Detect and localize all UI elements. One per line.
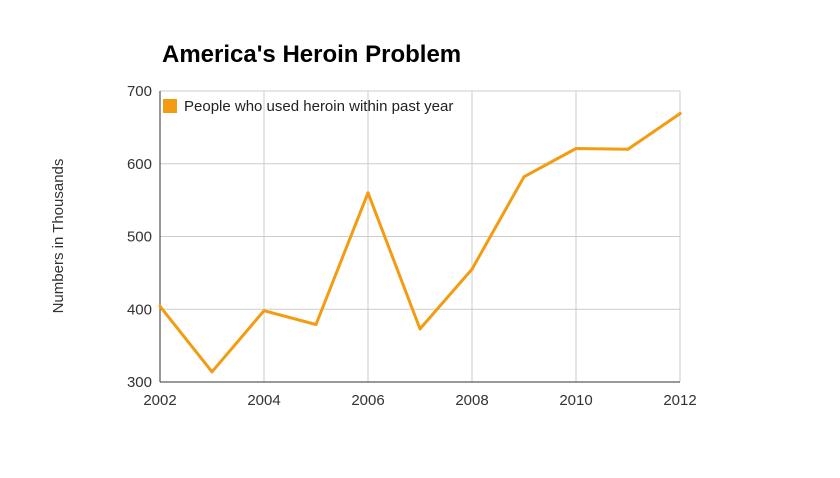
data-point	[522, 175, 526, 179]
x-tick-label: 2008	[455, 392, 488, 409]
legend: People who used heroin within past year	[163, 98, 453, 115]
y-tick-label: 300	[127, 374, 152, 391]
data-point	[626, 147, 630, 151]
grid	[160, 90, 681, 382]
legend-label: People who used heroin within past year	[184, 98, 453, 115]
series-line	[158, 112, 682, 374]
data-point	[418, 327, 422, 331]
legend-swatch	[163, 99, 177, 113]
data-point	[574, 146, 578, 150]
x-tick-label: 2002	[143, 392, 176, 409]
data-point	[366, 191, 370, 195]
chart-title: America's Heroin Problem	[162, 41, 461, 68]
x-tick-label: 2010	[559, 392, 592, 409]
axes	[159, 91, 680, 383]
y-tick-label: 700	[127, 83, 152, 100]
data-point	[262, 309, 266, 313]
data-point	[210, 370, 214, 374]
data-point	[314, 323, 318, 327]
series-layer	[158, 112, 682, 374]
x-tick-label: 2006	[351, 392, 384, 409]
data-point	[678, 112, 682, 116]
x-axis-ticks: 2002 2004 2006 2008 2010 2012	[143, 392, 696, 409]
data-point	[470, 267, 474, 271]
data-point	[158, 304, 162, 308]
y-axis-ticks: 300 400 500 600 700	[127, 83, 152, 391]
y-tick-label: 600	[127, 156, 152, 173]
x-tick-label: 2012	[663, 392, 696, 409]
y-tick-label: 500	[127, 229, 152, 246]
y-tick-label: 400	[127, 301, 152, 318]
x-tick-label: 2004	[247, 392, 280, 409]
y-axis-title: Numbers in Thousands	[50, 159, 67, 314]
